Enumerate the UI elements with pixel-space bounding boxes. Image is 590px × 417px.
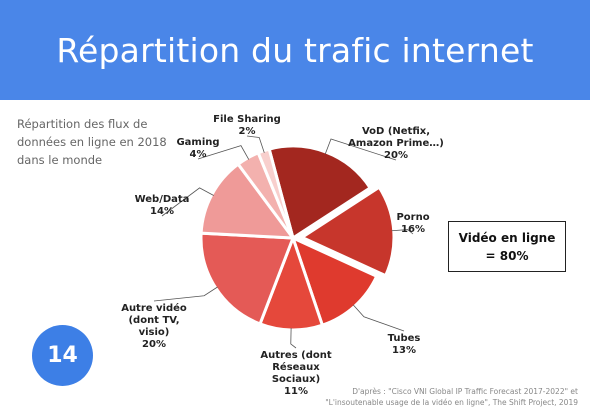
slice-label: VoD (Netfix, Amazon Prime…) 20% [348, 126, 444, 161]
source-citation: D'après : "Cisco VNI Global IP Traffic F… [325, 386, 578, 408]
slice-name-label: Amazon Prime…) [348, 138, 444, 149]
slice-label: Tubes 13% [388, 333, 421, 356]
pie-chart: VoD (Netfix, Amazon Prime…) 20%Porno 16%Tub… [121, 114, 444, 397]
leader-line [153, 286, 218, 302]
slice-name-label: Sociaux) [272, 374, 320, 385]
slice-value-label: 11% [284, 386, 308, 397]
slice-value-label: 4% [190, 149, 207, 160]
slice-value-label: 20% [142, 339, 166, 350]
leader-line [324, 138, 397, 161]
title-banner: Répartition du trafic internet [0, 0, 590, 100]
slice-name-label: VoD (Netfix, [362, 126, 430, 137]
slice-label: Web/Data 14% [135, 194, 190, 217]
slice-name-label: Web/Data [135, 194, 190, 205]
slice-name-label: Réseaux [272, 361, 320, 373]
source-line-2: "L'insoutenable usage de la vidéo en lig… [325, 398, 578, 407]
leader-line [197, 145, 250, 160]
leader-line [352, 304, 405, 332]
callout-value: = 80% [485, 248, 529, 263]
slice-name-label: File Sharing [213, 114, 281, 125]
slice-name-label: Autres (dont [260, 350, 332, 361]
leader-line [246, 135, 265, 153]
slice-name-label: Tubes [388, 333, 421, 344]
page-number: 14 [47, 343, 78, 368]
slice-name-label: visio) [139, 327, 170, 338]
slice-value-label: 16% [401, 224, 425, 235]
leader-line [391, 229, 414, 235]
slice-name-label: Autre vidéo [121, 302, 187, 314]
slice-label: Porno 16% [396, 212, 429, 235]
slice-value-label: 2% [239, 126, 256, 137]
chart-subtitle: Répartition des flux de données en ligne… [17, 117, 167, 167]
leader-line [161, 187, 214, 217]
page-number-badge: 14 [32, 325, 93, 386]
slice-value-label: 13% [392, 345, 416, 356]
slice-label: Autre vidéo (dont TV, visio) 20% [121, 302, 187, 350]
source-line-1: D'après : "Cisco VNI Global IP Traffic F… [352, 387, 578, 396]
slice-label: Gaming 4% [176, 137, 219, 160]
slice-value-label: 20% [384, 150, 408, 161]
slice-label: Autres (dont Réseaux Sociaux) 11% [260, 350, 332, 397]
page-title: Répartition du trafic internet [56, 30, 534, 70]
slice-name-label: (dont TV, [128, 315, 179, 326]
leader-line [290, 327, 297, 349]
slice-label: File Sharing 2% [213, 114, 281, 137]
slice-name-label: Porno [396, 212, 429, 223]
callout-title: Vidéo en ligne [458, 230, 556, 245]
video-total-callout: Vidéo en ligne = 80% [448, 221, 566, 272]
slice-value-label: 14% [150, 206, 174, 217]
slice-name-label: Gaming [176, 137, 219, 148]
